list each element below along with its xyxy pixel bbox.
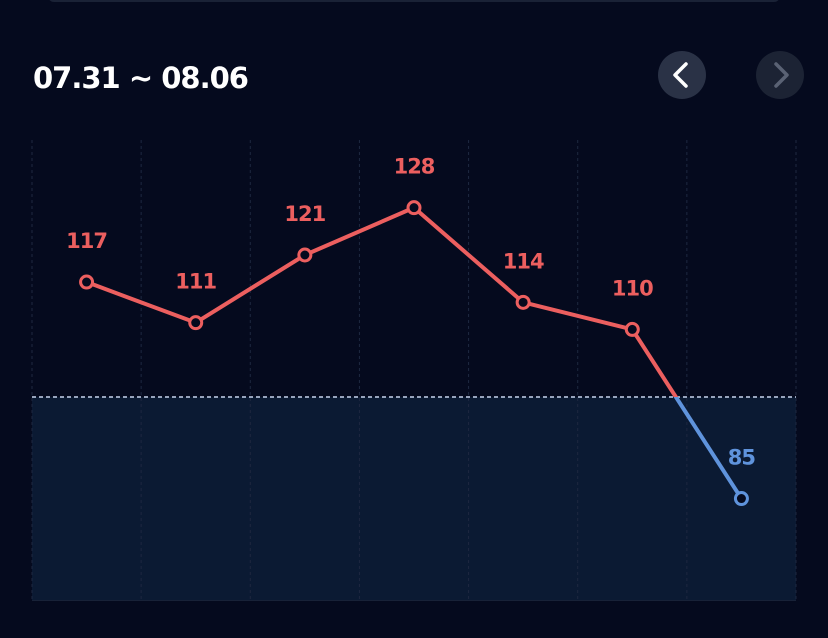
- point: [188, 315, 204, 331]
- value-label: 121: [284, 202, 325, 226]
- value-label: 111: [175, 270, 216, 294]
- value-label: 85: [728, 446, 756, 470]
- point: [733, 491, 749, 507]
- value-label: 117: [66, 229, 107, 253]
- next-button[interactable]: [756, 51, 804, 99]
- point: [515, 294, 531, 310]
- normal-zone: [32, 397, 796, 600]
- date-range-title: 07.31 ~ 08.06: [33, 61, 248, 95]
- value-label: 114: [503, 249, 544, 273]
- point: [297, 247, 313, 263]
- point: [406, 200, 422, 216]
- point: [624, 321, 640, 337]
- value-label: 128: [394, 155, 435, 179]
- value-label: 110: [612, 276, 653, 300]
- prev-button[interactable]: [658, 51, 706, 99]
- card-edge: [49, 0, 779, 2]
- point: [79, 274, 95, 290]
